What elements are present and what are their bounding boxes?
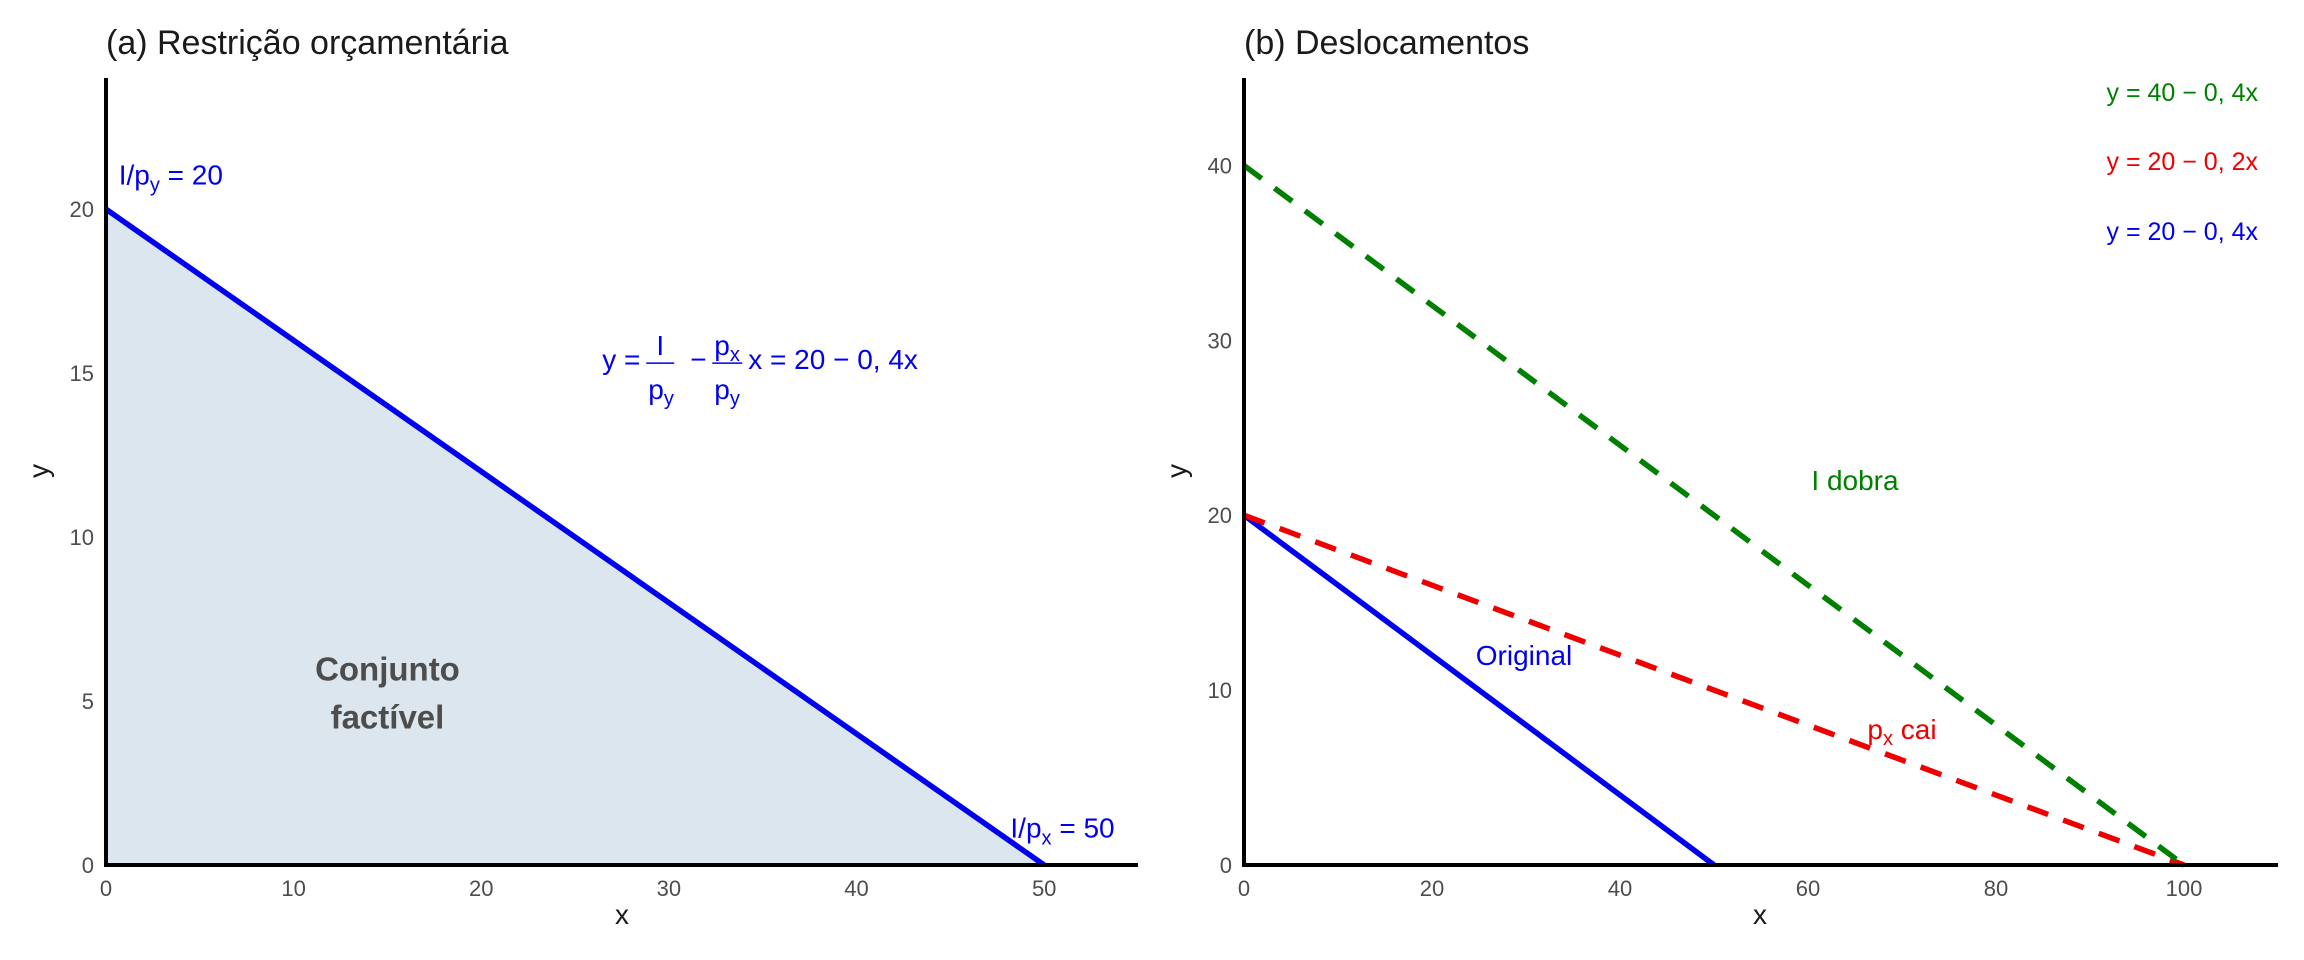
budget-equation: y = I py − px py x = 20 − 0, 4x — [602, 330, 918, 410]
panel-b-y-label: y — [1161, 464, 1192, 478]
x-tick-label: 80 — [1984, 876, 2008, 901]
panel-b: (b) Deslocamentos 0 20 40 60 80 100 0 10 20 30 40… — [1161, 24, 2278, 930]
x-tick-label: 10 — [281, 876, 305, 901]
feasible-set-label-line-2: factível — [331, 699, 445, 736]
feasible-set-label-line-1: Conjunto — [315, 651, 460, 688]
y-tick-label: 20 — [1208, 503, 1232, 528]
x-tick-label: 60 — [1796, 876, 1820, 901]
panel-a-y-ticks: 0 5 10 15 20 — [70, 197, 94, 878]
panel-b-title: (b) Deslocamentos — [1244, 24, 1529, 62]
y-tick-label: 15 — [70, 361, 94, 386]
x-tick-label: 0 — [100, 876, 112, 901]
feasible-set-label: Conjunto factível — [315, 651, 460, 736]
x-tick-label: 50 — [1032, 876, 1056, 901]
budget-line-original — [104, 206, 1046, 868]
y-tick-label: 0 — [82, 853, 94, 878]
y-tick-label: 20 — [70, 197, 94, 222]
income-doubles-label: I dobra — [1811, 465, 1899, 496]
y-tick-label: 0 — [1220, 853, 1232, 878]
budget-line-income-doubles — [1242, 163, 2186, 868]
x-intercept-annotation: I/px = 50 — [1010, 813, 1114, 850]
equation-minus: − — [690, 344, 706, 375]
x-tick-label: 20 — [1420, 876, 1444, 901]
panel-b-y-ticks: 0 10 20 30 40 — [1208, 153, 1232, 878]
fraction-1-numerator: I — [656, 330, 664, 361]
legend-item-price: y = 20 − 0, 2x — [2107, 148, 2259, 176]
fraction-1-denominator: py — [648, 374, 674, 410]
y-tick-label: 5 — [82, 689, 94, 714]
y-tick-label: 40 — [1208, 153, 1232, 178]
x-tick-label: 100 — [2166, 876, 2203, 901]
legend-item-original: y = 20 − 0, 4x — [2107, 218, 2259, 246]
x-tick-label: 30 — [657, 876, 681, 901]
budget-line-original — [1242, 513, 1716, 868]
panel-b-series — [1242, 163, 2186, 868]
panel-a-x-label: x — [615, 899, 629, 930]
panel-a-title: (a) Restrição orçamentária — [106, 24, 509, 62]
price-drop-label: px cai — [1867, 714, 1936, 750]
x-tick-label: 40 — [844, 876, 868, 901]
budget-line-price-drop — [1243, 512, 2185, 868]
y-intercept-annotation: I/py = 20 — [119, 159, 223, 196]
panel-a: (a) Restrição orçamentária 0 10 20 30 40 50 0… — [23, 24, 1138, 930]
fraction-2-denominator: py — [714, 374, 740, 410]
legend-item-income: y = 40 − 0, 4x — [2107, 79, 2259, 107]
y-tick-label: 10 — [70, 525, 94, 550]
panel-b-legend: y = 40 − 0, 4x y = 20 − 0, 2x y = 20 − 0… — [2107, 79, 2259, 246]
panel-a-x-ticks: 0 10 20 30 40 50 — [100, 876, 1057, 901]
equation-lhs: y = — [602, 344, 640, 375]
y-tick-label: 30 — [1208, 328, 1232, 353]
x-tick-label: 0 — [1238, 876, 1250, 901]
x-tick-label: 20 — [469, 876, 493, 901]
original-line-label: Original — [1476, 640, 1572, 671]
panel-a-y-label: y — [23, 464, 54, 478]
panel-b-x-ticks: 0 20 40 60 80 100 — [1238, 876, 2202, 901]
equation-rhs: x = 20 − 0, 4x — [748, 344, 918, 375]
x-tick-label: 40 — [1608, 876, 1632, 901]
y-tick-label: 10 — [1208, 678, 1232, 703]
fraction-2-numerator: px — [714, 330, 740, 366]
panel-b-x-label: x — [1753, 899, 1767, 930]
